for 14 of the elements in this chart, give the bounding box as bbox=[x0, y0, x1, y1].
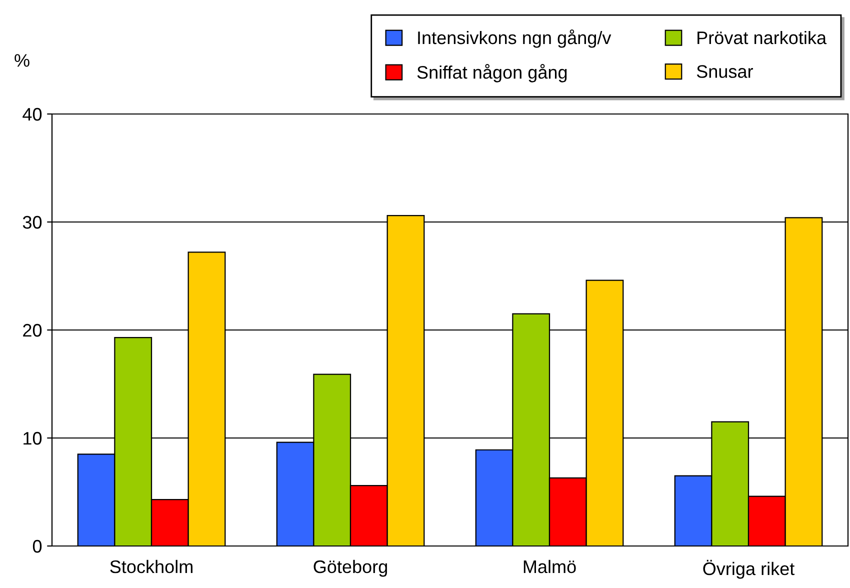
legend-label: Prövat narkotika bbox=[698, 30, 827, 44]
x-tick-label: Göteborg bbox=[314, 560, 387, 577]
y-tick-label: 20 bbox=[23, 324, 42, 337]
x-tick-label: Övriga riket bbox=[703, 560, 795, 579]
x-tick-label: Stockholm bbox=[110, 560, 192, 574]
y-axis-title: % bbox=[14, 54, 30, 67]
legend-label: Intensivkons ngn gång/v bbox=[418, 29, 612, 48]
y-tick-label: 40 bbox=[22, 108, 42, 121]
legend-label: Snusar bbox=[696, 65, 753, 78]
y-tick-label: 30 bbox=[22, 216, 42, 229]
y-tick-label: 10 bbox=[24, 432, 42, 445]
y-tick-label: 0 bbox=[32, 540, 42, 553]
legend-label: Sniffat någon gång bbox=[417, 64, 567, 82]
x-tick-label: Malmö bbox=[524, 560, 576, 574]
